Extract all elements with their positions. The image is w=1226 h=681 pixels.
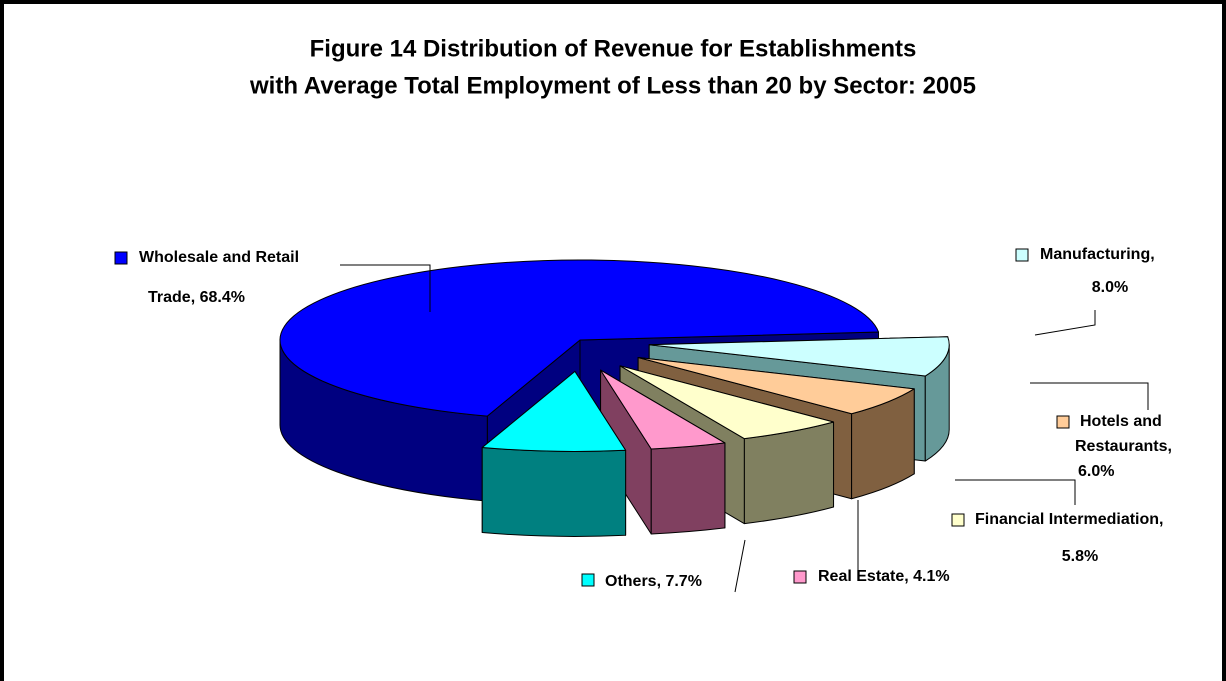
data-label: Manufacturing, [1040,246,1155,263]
slice-outer-wall [650,442,726,535]
slice-top [648,336,950,377]
chart-title: Figure 14 Distribution of Revenue for Es… [310,35,917,62]
chart-title: with Average Total Employment of Less th… [249,72,976,99]
legend-swatch [1015,248,1029,262]
leader-line [955,479,1076,505]
legend-swatch [114,251,128,265]
leader-line [734,539,746,593]
legend-swatch [793,570,807,584]
data-label: 5.8% [1062,548,1098,565]
slice-top [481,370,627,452]
labels: Wholesale and Retail Trade, 68.4% Manufact… [114,246,1172,593]
slice-top [637,357,915,415]
legend-swatch [1056,415,1070,429]
leader-line [340,264,431,312]
data-label: Trade, 68.4% [148,289,245,306]
data-label: Hotels and [1080,413,1162,430]
data-label: Wholesale and Retail [139,249,299,266]
data-label: Real Estate, 4.1% [818,568,950,585]
slice-outer-wall [481,447,627,537]
data-label: 6.0% [1078,463,1114,480]
leader-line [1030,382,1149,410]
data-label: Others, 7.7% [605,573,702,590]
data-label: Restaurants, [1075,438,1172,455]
data-label: 8.0% [1092,279,1128,296]
data-label: Financial Intermediation, [975,511,1163,528]
slice-top [600,369,726,450]
slice-top [619,365,835,440]
legend-swatch [951,513,965,527]
leader-line [1034,310,1096,336]
legend-swatch [581,573,595,587]
